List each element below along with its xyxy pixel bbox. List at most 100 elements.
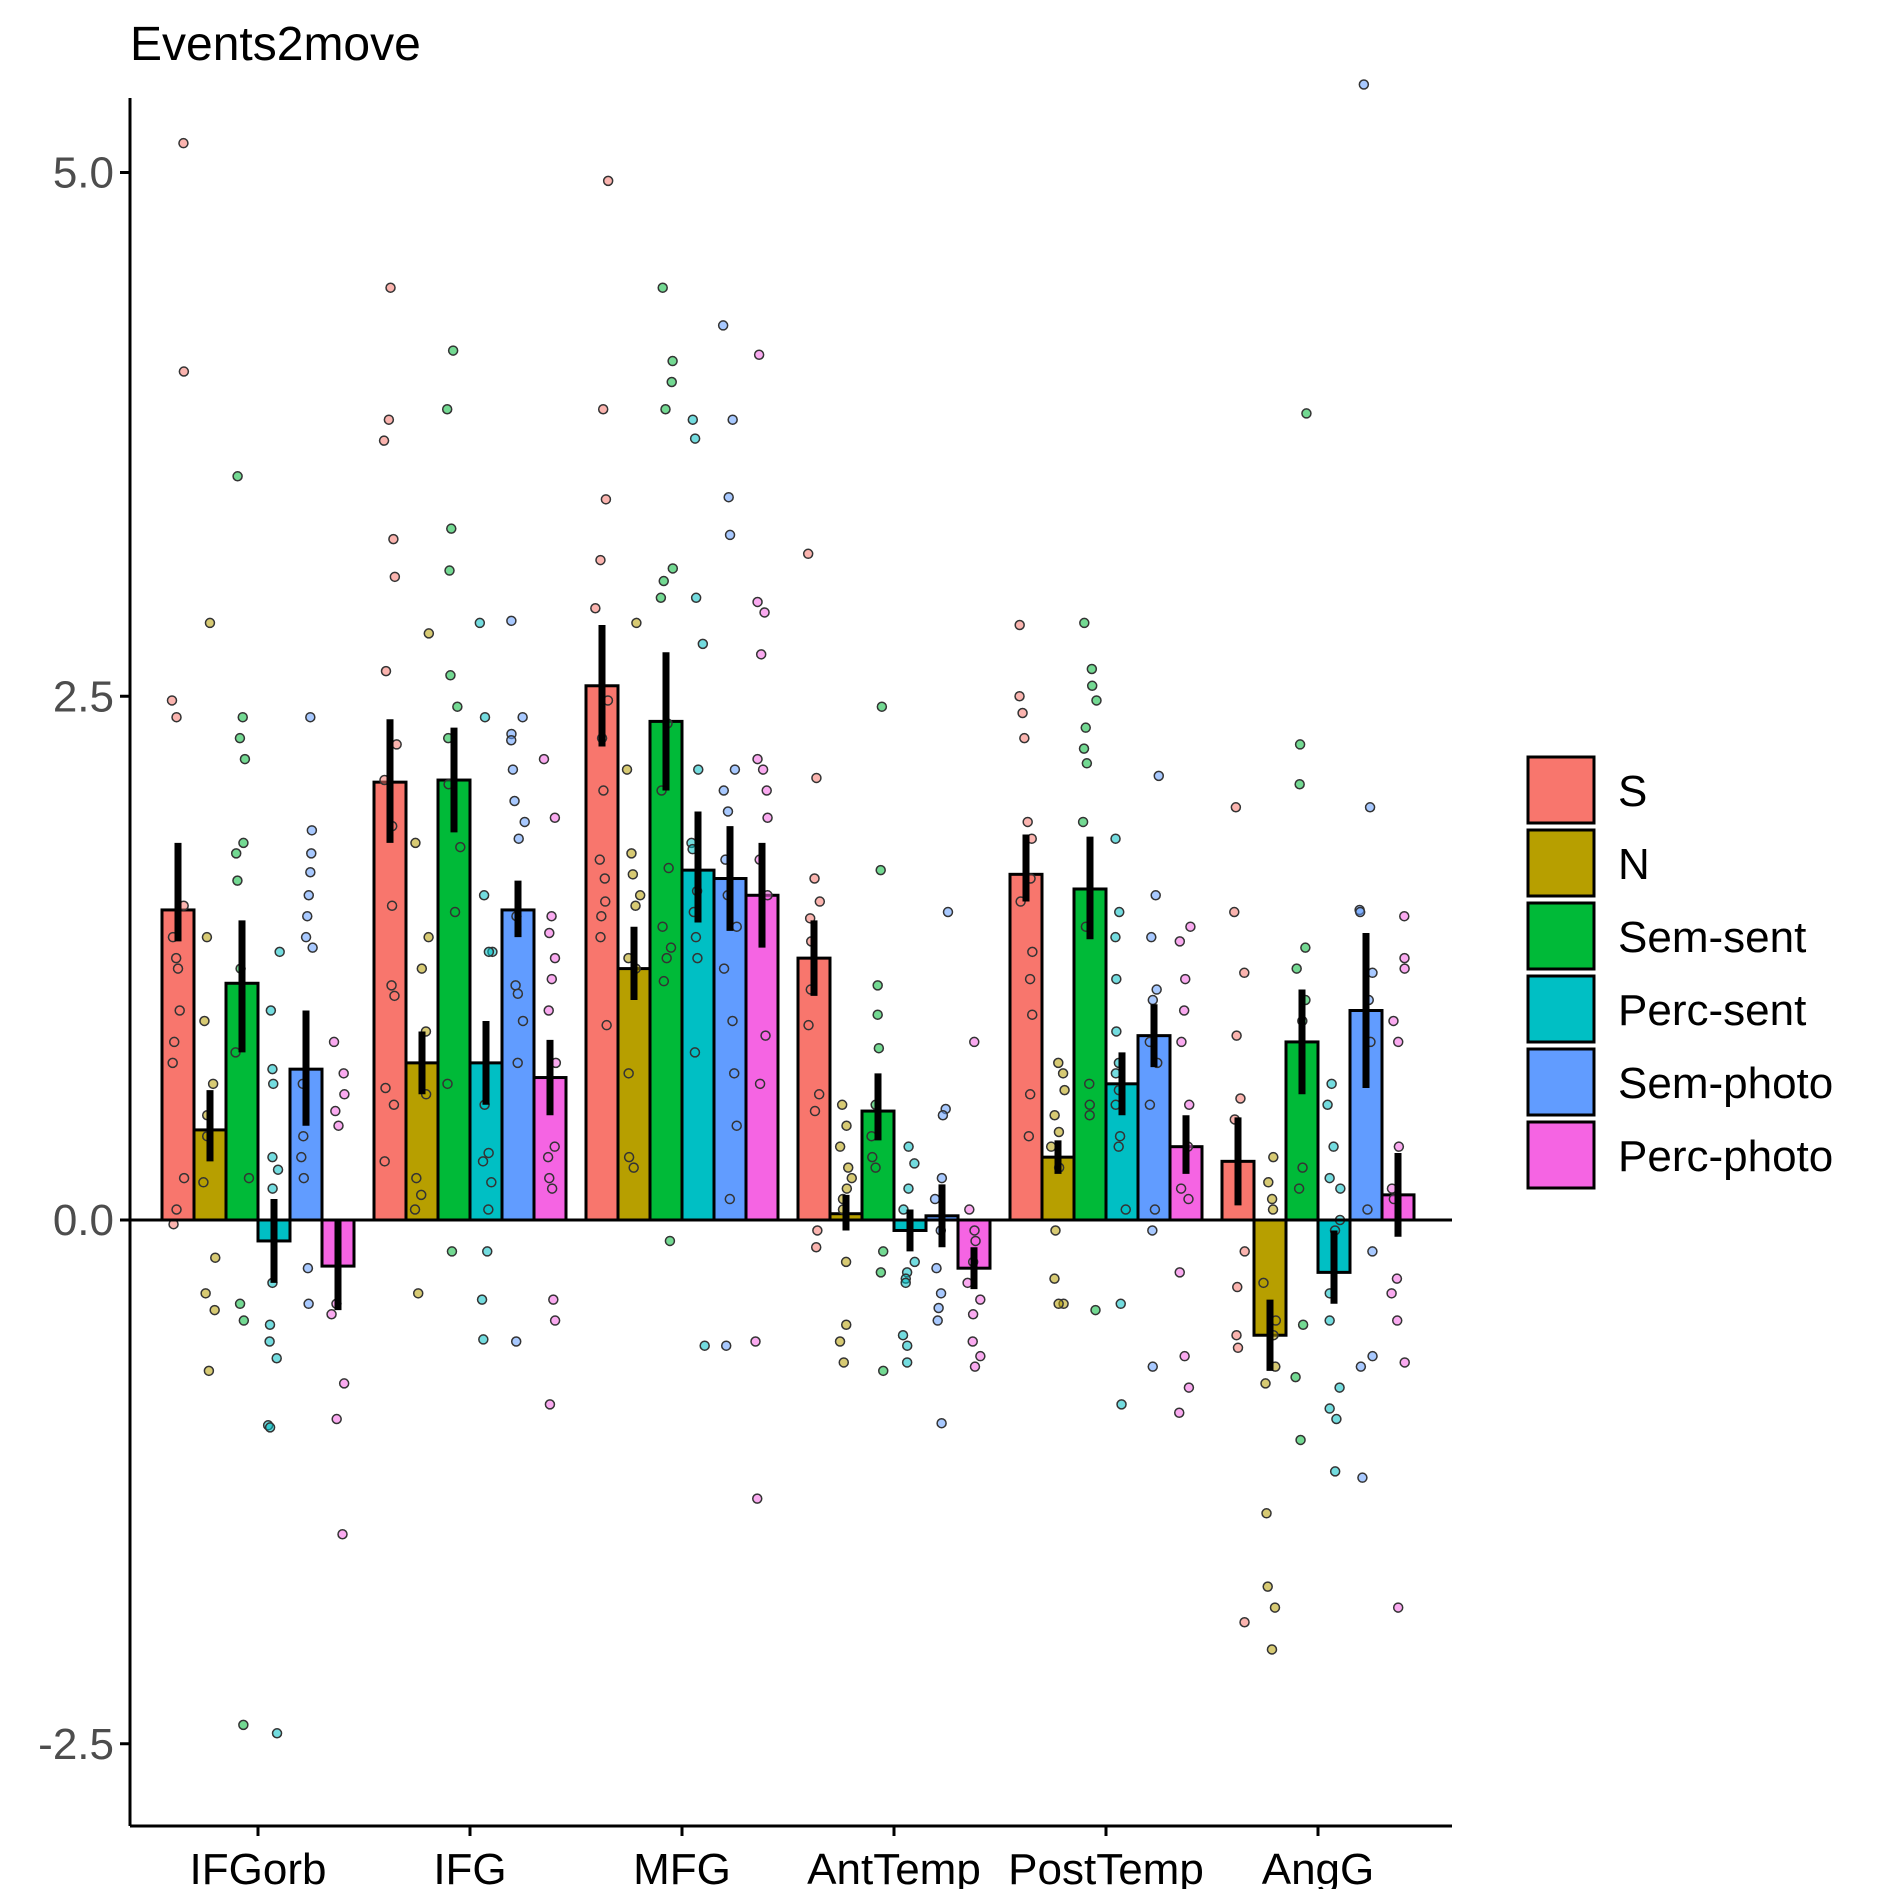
point-MFG-N: [634, 890, 646, 901]
point-PostTemp-S: [1027, 946, 1038, 958]
point-AntTemp-N: [841, 1120, 852, 1131]
x-tick-label: PostTemp: [1008, 1845, 1204, 1889]
point-MFG-Sem-sent: [667, 563, 679, 574]
point-IFG-S: [388, 1099, 400, 1111]
point-IFG-Sem-sent: [444, 565, 455, 576]
point-MFG-Sem-photo: [724, 529, 736, 541]
point-MFG-Perc-sent: [690, 931, 702, 943]
point-IFGorb-N: [200, 1288, 211, 1299]
point-AntTemp-N: [846, 1172, 858, 1184]
point-IFG-Sem-sent: [441, 403, 453, 415]
point-IFG-S: [386, 900, 398, 911]
point-PostTemp-Perc-sent: [1113, 1141, 1124, 1152]
point-PostTemp-S: [1022, 816, 1033, 828]
point-MFG-S: [595, 931, 606, 943]
point-AngG-Perc-photo: [1392, 1036, 1404, 1048]
point-MFG-Perc-photo: [754, 1078, 766, 1090]
point-MFG-Sem-photo: [720, 1340, 732, 1351]
point-IFG-Sem-photo: [517, 711, 528, 723]
legend-label: Perc-sent: [1618, 986, 1806, 1035]
point-IFGorb-N: [207, 1078, 219, 1090]
point-IFG-Sem-sent: [455, 841, 466, 853]
point-IFGorb-Sem-photo: [300, 931, 312, 943]
point-AntTemp-N: [842, 1162, 854, 1173]
point-AngG-Sem-sent: [1294, 778, 1305, 790]
point-MFG-Sem-sent: [658, 975, 670, 987]
point-IFG-Perc-sent: [476, 1294, 488, 1305]
point-AngG-S: [1239, 1246, 1250, 1257]
y-tick-label: 2.5: [53, 672, 114, 721]
point-IFG-Sem-photo: [510, 980, 521, 991]
point-IFG-S: [380, 1082, 391, 1094]
point-AntTemp-Perc-sent: [909, 1158, 920, 1169]
point-IFGorb-Sem-sent: [232, 875, 243, 886]
point-AngG-Sem-photo: [1357, 1472, 1368, 1483]
point-IFGorb-Perc-sent: [271, 1353, 282, 1364]
point-PostTemp-Sem-sent: [1084, 1078, 1095, 1090]
point-AntTemp-Sem-photo: [942, 906, 954, 918]
y-tick-label: 5.0: [53, 149, 114, 198]
point-MFG-S: [596, 910, 607, 922]
point-MFG-N: [627, 869, 639, 880]
point-MFG-Sem-photo: [722, 806, 734, 817]
point-PostTemp-Perc-photo: [1179, 1350, 1190, 1362]
point-MFG-Perc-photo: [757, 764, 769, 775]
point-MFG-S: [601, 1019, 612, 1031]
point-AntTemp-S: [803, 1019, 814, 1031]
point-PostTemp-Sem-photo: [1147, 994, 1159, 1006]
point-AntTemp-Sem-sent: [867, 1151, 878, 1163]
legend-label: S: [1618, 767, 1647, 816]
bar-MFG-Perc-sent: [680, 868, 716, 1222]
point-AngG-N: [1267, 1204, 1279, 1215]
point-AntTemp-Perc-photo: [967, 1309, 979, 1320]
point-IFGorb-Sem-sent: [238, 1315, 250, 1326]
point-MFG-Perc-sent: [699, 1340, 710, 1351]
point-AngG-Perc-sent: [1331, 1413, 1342, 1425]
point-MFG-Sem-photo: [728, 1068, 740, 1079]
point-IFG-Sem-photo: [512, 988, 524, 999]
point-MFG-Sem-photo: [723, 491, 734, 503]
point-IFGorb-S: [172, 963, 184, 974]
point-AngG-Perc-photo: [1392, 1602, 1404, 1613]
point-PostTemp-Perc-sent: [1114, 1130, 1126, 1142]
point-IFGorb-Sem-sent: [239, 753, 251, 765]
point-AntTemp-Sem-photo: [935, 1288, 947, 1299]
point-AngG-Sem-sent: [1293, 1183, 1305, 1194]
point-MFG-S: [600, 896, 611, 907]
legend-key-S: [1526, 755, 1596, 825]
point-MFG-N: [623, 1151, 635, 1163]
point-AntTemp-N: [841, 1183, 853, 1194]
point-MFG-S: [594, 854, 606, 865]
point-AntTemp-S: [809, 873, 820, 884]
point-PostTemp-Sem-sent: [1077, 816, 1089, 828]
point-AngG-S: [1229, 906, 1240, 918]
point-MFG-N: [623, 1068, 634, 1079]
point-IFGorb-Sem-photo: [302, 910, 313, 922]
point-PostTemp-N: [1049, 1110, 1060, 1121]
point-IFG-S: [378, 435, 390, 446]
point-AntTemp-Perc-sent: [897, 1329, 909, 1341]
point-MFG-Sem-photo: [729, 764, 741, 775]
point-MFG-Perc-sent: [687, 414, 699, 425]
point-IFG-S: [389, 990, 400, 1002]
point-IFGorb-S: [170, 952, 182, 964]
point-AntTemp-Perc-sent: [900, 1277, 911, 1289]
point-PostTemp-Perc-photo: [1183, 1382, 1195, 1393]
point-AngG-Sem-photo: [1358, 79, 1370, 90]
point-AngG-Perc-photo: [1391, 1315, 1403, 1326]
point-PostTemp-N: [1057, 1068, 1069, 1079]
point-AntTemp-Perc-sent: [901, 1357, 913, 1368]
point-IFGorb-N: [199, 1015, 210, 1027]
point-IFG-N: [409, 1204, 421, 1215]
point-IFG-Perc-sent: [474, 617, 486, 629]
point-AngG-N: [1261, 1508, 1272, 1519]
point-AntTemp-Perc-photo: [964, 1204, 975, 1215]
point-MFG-Sem-sent: [664, 1235, 676, 1247]
point-AngG-Sem-photo: [1364, 802, 1376, 813]
point-AngG-S: [1235, 1093, 1246, 1104]
point-IFGorb-Perc-photo: [333, 1120, 344, 1131]
point-IFGorb-Sem-sent: [232, 471, 243, 482]
point-AntTemp-S: [802, 548, 814, 560]
point-MFG-S: [600, 494, 612, 505]
